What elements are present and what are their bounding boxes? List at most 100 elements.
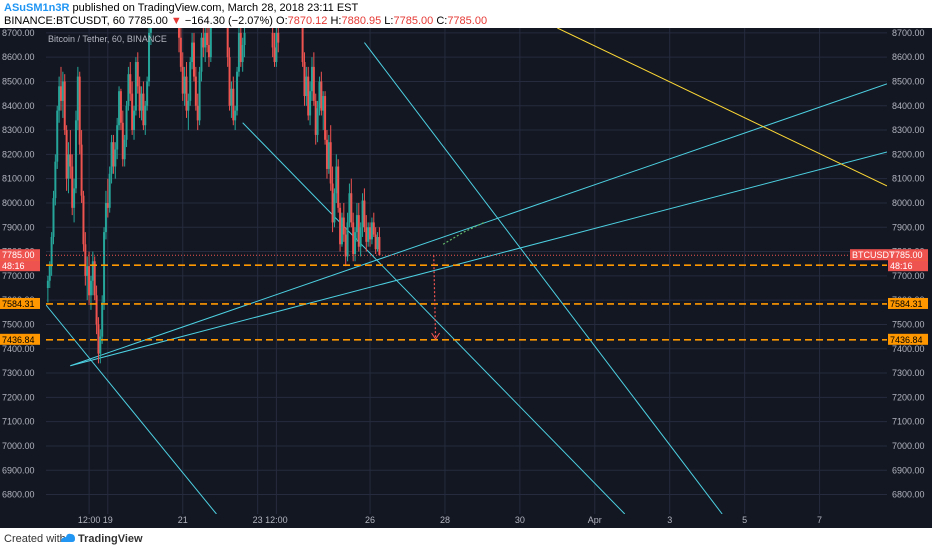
y-tick-label-right: 7500.00	[892, 319, 925, 329]
candle-body	[305, 76, 308, 97]
candle-body	[58, 86, 61, 111]
candle-body	[376, 236, 379, 250]
x-tick-label: 12:00	[78, 515, 101, 525]
candle-body	[367, 227, 370, 242]
candle-body	[200, 37, 203, 72]
projection-down	[433, 255, 437, 340]
candle-body	[185, 76, 188, 111]
y-tick-label-left: 7200.00	[2, 392, 35, 402]
y-tick-label-left: 7900.00	[2, 222, 35, 232]
candle-body	[194, 76, 197, 106]
candle-body	[134, 62, 137, 111]
y-tick-label-right: 6800.00	[892, 490, 925, 500]
ohlc-line: BINANCE:BTCUSDT, 60 7785.00 ▼ −164.30 (−…	[4, 15, 487, 27]
candle-body	[365, 227, 368, 242]
candle-body	[78, 76, 81, 145]
candle-body	[309, 91, 312, 116]
candle-body	[237, 32, 240, 72]
candle-body	[324, 96, 327, 140]
last-price-label-left: 7785.00	[2, 250, 35, 260]
candle-body	[243, 32, 246, 46]
author-name[interactable]: ASuSM1n3R	[4, 2, 70, 14]
candle-body	[88, 266, 91, 296]
y-tick-label-right: 8100.00	[892, 174, 925, 184]
symbol-badge-bg	[850, 249, 888, 261]
level-label-right: 7436.84	[890, 335, 923, 345]
last-price-label-right-bg	[888, 249, 928, 261]
high-value: 7880.95	[341, 15, 382, 27]
candle-body	[103, 232, 106, 303]
candle-body	[65, 130, 68, 179]
axis-right[interactable]: 6800.00 6900.00 7000.00 7100.00 7200.00 7300.…	[850, 28, 928, 500]
y-tick-label-left: 8600.00	[2, 52, 35, 62]
candle-body	[277, 32, 280, 43]
chart-background	[0, 28, 932, 528]
candle-body	[110, 142, 113, 174]
level-label-right-bg	[888, 297, 928, 309]
y-tick-label-right: 7200.00	[892, 392, 925, 402]
candle-body	[273, 47, 276, 63]
x-tick-label: 23	[253, 515, 263, 525]
candle-body	[239, 32, 242, 63]
candle-body	[118, 91, 121, 126]
x-tick-label: 26	[365, 515, 375, 525]
candle-body	[136, 62, 139, 87]
candle-body	[99, 336, 102, 354]
trendline	[557, 28, 887, 187]
candle-body	[322, 96, 325, 111]
candle-body	[97, 324, 100, 354]
candle-body	[59, 86, 62, 101]
y-tick-label-left: 8400.00	[2, 101, 35, 111]
x-tick-label: 30	[515, 515, 525, 525]
y-tick-label-left: 7400.00	[2, 344, 35, 354]
candle-body	[84, 244, 87, 276]
y-tick-label-right: 7000.00	[892, 441, 925, 451]
y-tick-label-right: 7900.00	[892, 222, 925, 232]
candle-body	[202, 37, 205, 48]
trendlines	[46, 28, 887, 514]
candle-body	[346, 222, 349, 257]
candle-body	[325, 139, 328, 169]
candle-body	[48, 266, 51, 281]
candle-body	[226, 28, 229, 58]
candle-body	[357, 215, 360, 247]
axis-x[interactable]: 12:00 19 21 23 12:00 26 28 30 Apr 3 5 7	[78, 515, 822, 525]
price-chart[interactable]: 6800.00 6900.00 7000.00 7100.00 7200.00 7300.…	[0, 28, 932, 528]
candle-body	[241, 45, 244, 63]
candle-body	[148, 32, 151, 82]
level-label-left: 7436.84	[2, 335, 35, 345]
candle-body	[61, 81, 64, 101]
candle-body	[108, 173, 111, 208]
candle-body	[142, 93, 145, 126]
candle-body	[181, 66, 184, 94]
candle-body	[189, 62, 192, 101]
down-arrow-icon: ▼	[170, 15, 182, 27]
chart-title: Bitcoin / Tether, 60, BINANCE	[48, 34, 167, 44]
brand-name[interactable]: TradingView	[78, 533, 143, 545]
low-label: L:	[384, 15, 394, 27]
candle-body	[80, 144, 83, 196]
candle-body	[67, 154, 70, 179]
x-tick-label: 3	[667, 515, 672, 525]
candle-body	[91, 261, 94, 281]
y-tick-label-right: 7300.00	[892, 368, 925, 378]
candle-body	[179, 37, 182, 67]
candle-body	[106, 202, 109, 208]
y-tick-label-left: 7300.00	[2, 368, 35, 378]
projection-down-arrowhead	[431, 332, 441, 340]
candle-body	[359, 227, 362, 247]
low-value: 7785.00	[393, 15, 434, 27]
candle-body	[46, 280, 49, 289]
candle-body	[369, 227, 372, 240]
candle-body	[318, 81, 321, 109]
candle-body	[335, 166, 338, 194]
candle-body	[187, 100, 190, 111]
candle-body	[327, 142, 330, 169]
candle-body	[342, 217, 345, 235]
candle-body	[138, 86, 141, 111]
candle-body	[352, 222, 355, 254]
candle-body	[191, 42, 194, 63]
trendline	[242, 122, 626, 514]
candle-body	[314, 100, 317, 135]
x-tick-label: Apr	[588, 515, 602, 525]
